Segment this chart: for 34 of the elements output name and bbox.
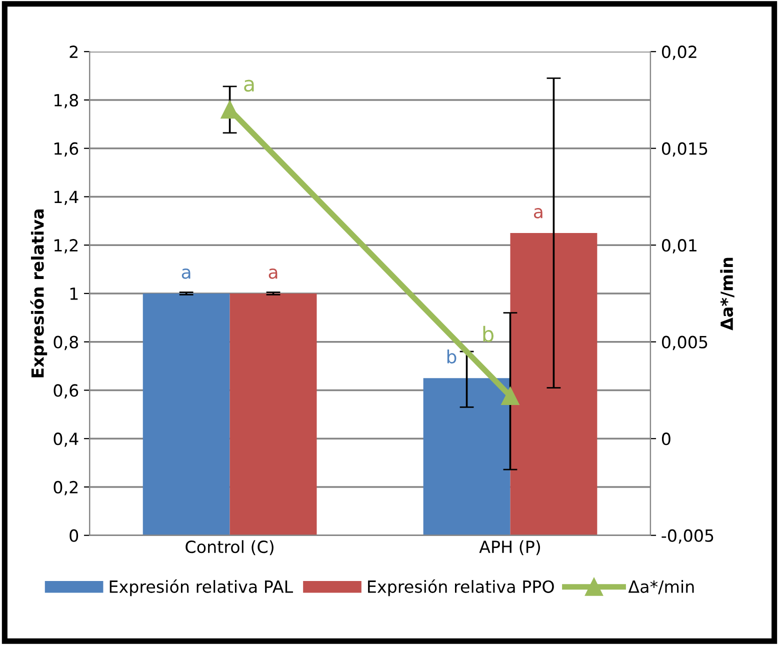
y-tick-label: 1,2	[54, 239, 78, 254]
y-tick-label: 1,4	[54, 190, 78, 205]
y-tick-label: 0,4	[54, 432, 78, 447]
y-tick-label: 1,6	[54, 142, 78, 157]
y2-tick-label: 0,005	[662, 336, 708, 350]
x-tick-label: Control (C)	[186, 540, 274, 556]
y-tick-label: 0	[70, 529, 78, 542]
y-tick-label: 0,2	[54, 480, 78, 496]
y2-tick-label: 0	[662, 432, 670, 446]
y-tick-label: 2	[70, 46, 78, 58]
y-axis-title: Expresión relativa	[30, 209, 48, 378]
data-label: b	[483, 326, 494, 342]
data-label: a	[534, 208, 542, 218]
data-label: a	[268, 268, 278, 279]
y2-axis-title: Δa*/min	[720, 258, 734, 330]
bar	[423, 378, 510, 536]
y-tick-label: 0,6	[54, 384, 78, 398]
x-tick-label: APH (P)	[479, 540, 540, 556]
data-label: a	[244, 80, 254, 92]
y-tick-label: 0,8	[54, 336, 78, 350]
bar	[142, 293, 230, 536]
legend-label: Expresión relativa PPO	[368, 579, 554, 596]
bar	[510, 233, 598, 536]
y-tick-label: 1,8	[54, 94, 78, 108]
data-label: b	[447, 350, 456, 364]
y2-tick-label: -0,005	[662, 529, 714, 544]
y2-tick-label: 0,02	[662, 46, 696, 60]
legend-label: Expresión relativa PAL	[110, 579, 293, 596]
y-tick-label: 1	[70, 288, 78, 300]
data-label: a	[182, 268, 190, 279]
bar	[230, 293, 317, 536]
y2-tick-label: 0,01	[662, 239, 696, 254]
y2-tick-label: 0,015	[662, 142, 708, 157]
legend-label: Δa*/min	[628, 580, 694, 594]
